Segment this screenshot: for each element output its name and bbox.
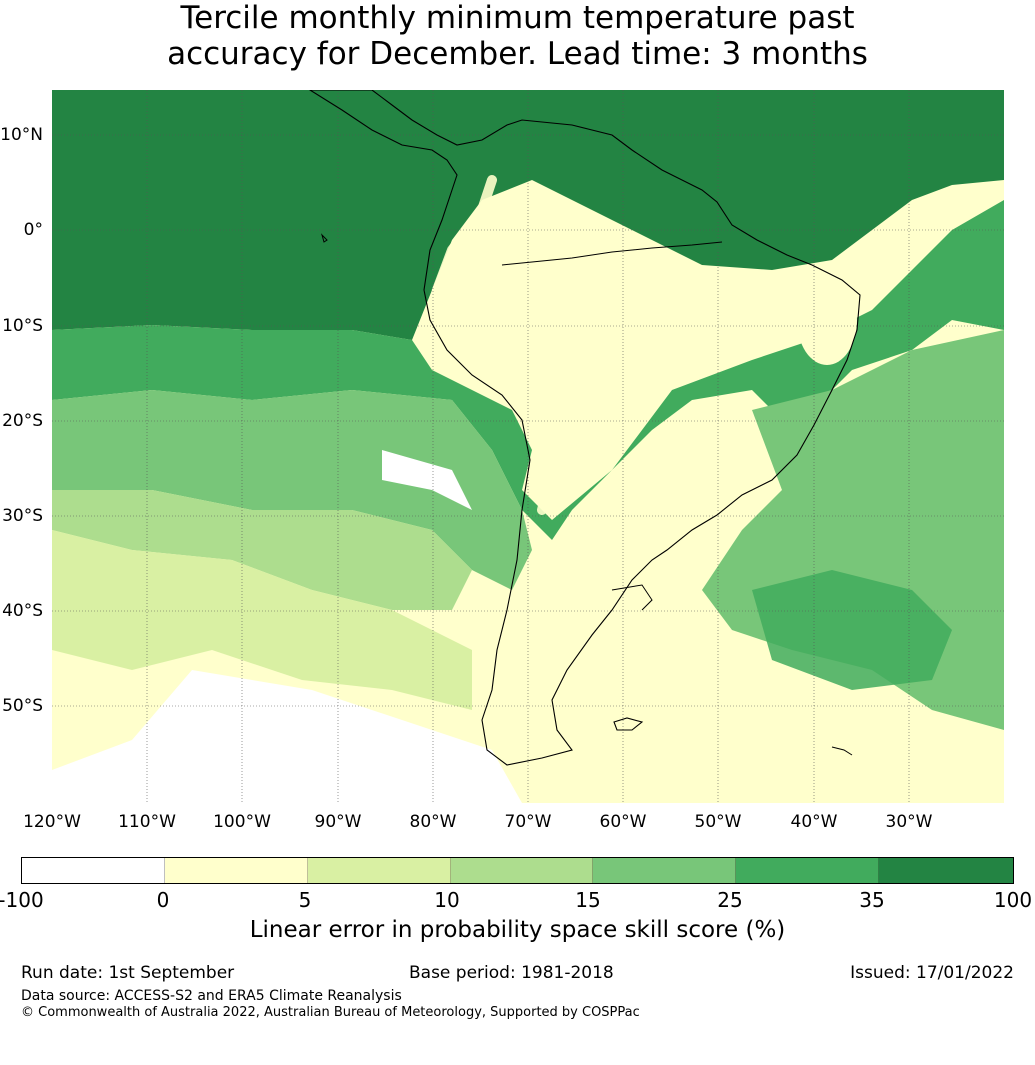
lon-label-70w: 70°W (504, 812, 552, 832)
galapagos (320, 233, 328, 243)
lon-label-110w: 110°W (118, 812, 176, 832)
colorbar-tick: 5 (298, 888, 312, 912)
colorbar-seg-lt0 (22, 858, 165, 883)
colorbar-seg-5-10 (308, 858, 451, 883)
colorbar-tick: 10 (434, 888, 460, 912)
region-score-35-100 (52, 90, 1004, 340)
lon-label-100w: 100°W (213, 812, 271, 832)
run-date: Run date: 1st September (21, 963, 235, 983)
graticule (52, 90, 1004, 803)
lon-label-30w: 30°W (885, 812, 933, 832)
colorbar-label: Linear error in probability space skill … (249, 917, 786, 943)
lon-label-60w: 60°W (599, 812, 647, 832)
lat-label-10n: 10°N (0, 125, 43, 145)
colorbar-seg-0-5 (165, 858, 308, 883)
lat-label-30s: 30°S (2, 506, 43, 526)
lat-label-50s: 50°S (2, 696, 43, 716)
copyright: © Commonwealth of Australia 2022, Austra… (21, 1005, 640, 1020)
colorbar-seg-10-15 (451, 858, 593, 883)
region-score-25-35 (52, 200, 1004, 540)
falkland-islands (613, 717, 644, 731)
lon-label-40w: 40°W (790, 812, 838, 832)
colorbar-seg-15-25 (593, 858, 736, 883)
issued-date: Issued: 17/01/2022 (850, 963, 1014, 983)
colorbar-tick: -100 (0, 888, 44, 912)
lon-label-120w: 120°W (23, 812, 81, 832)
lat-label-40s: 40°S (2, 601, 43, 621)
lat-label-10s: 10°S (2, 316, 43, 336)
colorbar-tick: 35 (859, 888, 885, 912)
amazon-river (501, 241, 723, 266)
colorbar-tick: 0 (156, 888, 170, 912)
colorbar-seg-35-100 (879, 858, 1013, 883)
south-georgia (831, 746, 853, 756)
map-svg (52, 90, 1004, 803)
lon-label-50w: 50°W (694, 812, 742, 832)
colorbar-tick: 15 (575, 888, 601, 912)
lat-label-20s: 20°S (2, 411, 43, 431)
coastline (308, 90, 861, 766)
region-score-below-0 (52, 670, 522, 803)
colorbar-seg-25-35 (736, 858, 879, 883)
region-score-15-25-west (52, 390, 532, 590)
colorbar (21, 857, 1014, 884)
lon-label-90w: 90°W (314, 812, 362, 832)
rio-de-la-plata (611, 584, 653, 611)
base-period: Base period: 1981-2018 (409, 963, 614, 983)
region-score-below-0-central (382, 450, 472, 510)
title-line-2: accuracy for December. Lead time: 3 mont… (167, 36, 868, 72)
lon-label-80w: 80°W (409, 812, 457, 832)
region-score-25-35-atlantic (752, 570, 952, 690)
title-line-1: Tercile monthly minimum temperature past (180, 0, 855, 36)
data-source: Data source: ACCESS-S2 and ERA5 Climate … (21, 988, 402, 1004)
skill-score-map (52, 90, 1004, 803)
region-score-5-10-south (52, 530, 472, 710)
map-title: Tercile monthly minimum temperature past… (0, 0, 1035, 72)
ne-brazil-patch (797, 275, 857, 365)
colorbar-tick: 25 (717, 888, 743, 912)
colorbar-tick: 100 (993, 888, 1033, 912)
region-score-10-15 (52, 490, 472, 610)
lat-label-0: 0° (23, 220, 43, 240)
